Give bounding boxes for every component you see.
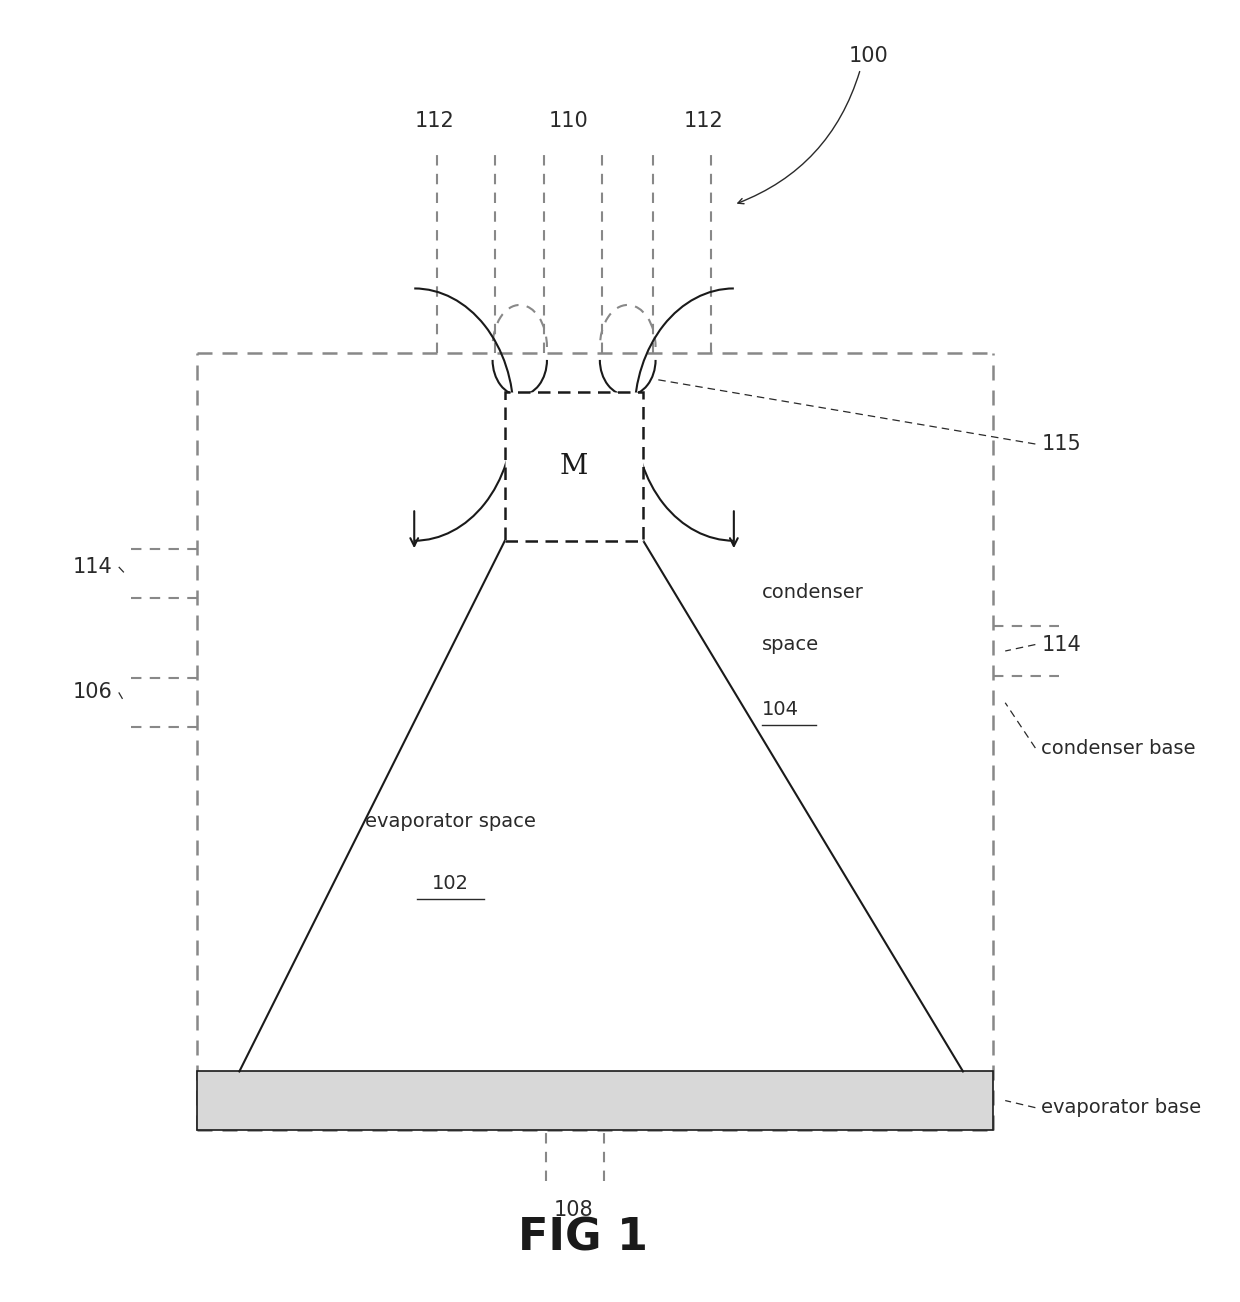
Text: space: space [761,635,818,654]
Text: 112: 112 [683,111,724,130]
Text: 112: 112 [415,111,455,130]
Text: 114: 114 [73,557,113,577]
Text: M: M [559,453,588,480]
Text: 104: 104 [761,699,799,719]
Text: 100: 100 [848,46,888,66]
Text: 110: 110 [549,111,589,130]
Text: condenser: condenser [761,583,863,603]
Text: 102: 102 [432,875,469,893]
Text: FIG 1: FIG 1 [518,1217,649,1260]
Text: condenser base: condenser base [1042,738,1195,758]
Text: 108: 108 [553,1200,593,1220]
Text: evaporator space: evaporator space [365,812,536,831]
Bar [505,392,644,542]
Text: evaporator base: evaporator base [1042,1098,1202,1117]
Text: 106: 106 [73,682,113,702]
Text: 114: 114 [1042,634,1081,655]
Bar [197,1072,993,1130]
Text: 115: 115 [1042,434,1081,454]
